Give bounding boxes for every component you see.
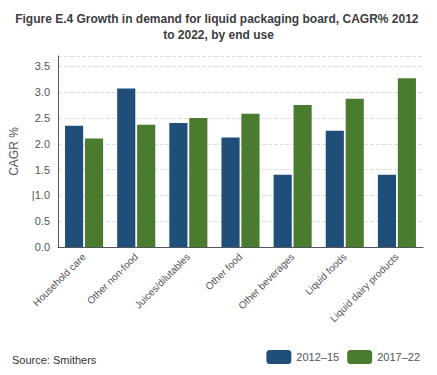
svg-text:0.5: 0.5 [35, 215, 50, 227]
svg-text:3.5: 3.5 [35, 60, 50, 72]
svg-text:Source: Smithers: Source: Smithers [12, 354, 97, 366]
svg-text:Liquid dairy products: Liquid dairy products [328, 251, 401, 324]
svg-text:Liquid foods: Liquid foods [303, 251, 349, 297]
svg-text:Juices/dilutables: Juices/dilutables [133, 251, 193, 311]
svg-text:CAGR %: CAGR % [7, 127, 21, 176]
svg-text:to 2022, by end use: to 2022, by end use [163, 28, 274, 42]
svg-text:Other non-food: Other non-food [85, 251, 140, 306]
svg-text:2.5: 2.5 [35, 112, 50, 124]
svg-text:1.5: 1.5 [35, 164, 50, 176]
svg-text:Household care: Household care [31, 251, 89, 309]
svg-text:Figure E.4 Growth in demand fo: Figure E.4 Growth in demand for liquid p… [15, 12, 422, 26]
svg-text:0.0: 0.0 [35, 241, 50, 253]
svg-text:2017–22: 2017–22 [377, 351, 420, 363]
svg-text:|1.0: |1.0 [32, 189, 50, 201]
svg-text:2012–15: 2012–15 [296, 351, 339, 363]
svg-text:Other food: Other food [203, 251, 244, 292]
svg-text:Other beverages: Other beverages [236, 251, 296, 311]
svg-text:3.0: 3.0 [35, 86, 50, 98]
svg-text:2.0: 2.0 [35, 138, 50, 150]
